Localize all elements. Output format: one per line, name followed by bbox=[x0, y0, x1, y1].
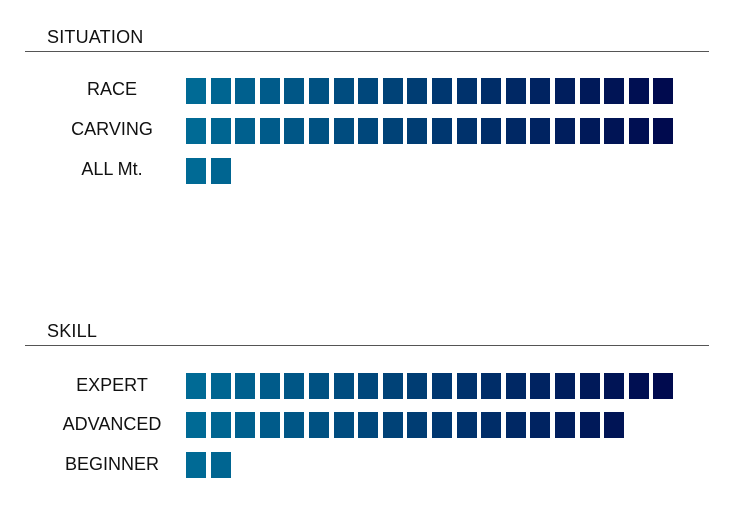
block-carving-18 bbox=[604, 118, 625, 144]
block-race-4 bbox=[259, 78, 280, 104]
block-expert-13 bbox=[481, 373, 502, 399]
block-advanced-14 bbox=[505, 412, 526, 438]
block-carving-13 bbox=[481, 118, 502, 144]
block-expert-11 bbox=[432, 373, 452, 399]
block-advanced-13 bbox=[481, 412, 502, 438]
block-carving-7 bbox=[333, 118, 354, 144]
block-carving-15 bbox=[530, 118, 551, 144]
block-advanced-4 bbox=[259, 412, 280, 438]
block-beginner-1 bbox=[186, 452, 206, 478]
row-label-race: RACE bbox=[86, 79, 137, 99]
block-race-8 bbox=[358, 78, 379, 104]
block-advanced-15 bbox=[530, 412, 551, 438]
block-expert-10 bbox=[407, 373, 428, 399]
block-race-13 bbox=[481, 78, 502, 104]
block-race-16 bbox=[555, 78, 575, 104]
block-carving-9 bbox=[382, 118, 403, 144]
block-advanced-2 bbox=[210, 412, 231, 438]
block-carving-8 bbox=[358, 118, 379, 144]
block-advanced-3 bbox=[235, 412, 256, 438]
row-label-all-mt: ALL Mt. bbox=[81, 159, 143, 179]
block-expert-12 bbox=[456, 373, 477, 399]
block-race-12 bbox=[456, 78, 477, 104]
block-race-5 bbox=[284, 78, 305, 104]
block-expert-16 bbox=[555, 373, 575, 399]
block-advanced-7 bbox=[333, 412, 354, 438]
block-carving-20 bbox=[653, 118, 674, 144]
block-advanced-12 bbox=[456, 412, 477, 438]
block-race-11 bbox=[432, 78, 452, 104]
block-race-15 bbox=[530, 78, 551, 104]
block-carving-17 bbox=[579, 118, 600, 144]
block-advanced-8 bbox=[358, 412, 379, 438]
block-race-2 bbox=[210, 78, 231, 104]
block-advanced-5 bbox=[284, 412, 305, 438]
block-race-17 bbox=[579, 78, 600, 104]
row-label-advanced: ADVANCED bbox=[62, 414, 162, 434]
block-expert-8 bbox=[358, 373, 379, 399]
skill-title: SKILL bbox=[47, 321, 98, 341]
row-label-beginner: BEGINNER bbox=[64, 454, 160, 474]
block-race-3 bbox=[235, 78, 256, 104]
block-carving-3 bbox=[235, 118, 256, 144]
block-advanced-10 bbox=[407, 412, 428, 438]
block-advanced-18 bbox=[604, 412, 625, 438]
block-advanced-6 bbox=[309, 412, 329, 438]
block-carving-1 bbox=[186, 118, 206, 144]
block-carving-14 bbox=[505, 118, 526, 144]
block-expert-20 bbox=[653, 373, 674, 399]
block-expert-6 bbox=[309, 373, 329, 399]
block-carving-19 bbox=[628, 118, 649, 144]
block-carving-11 bbox=[432, 118, 452, 144]
block-expert-3 bbox=[235, 373, 256, 399]
block-all-mt-2 bbox=[210, 158, 231, 184]
situation-divider bbox=[25, 51, 709, 52]
block-race-9 bbox=[382, 78, 403, 104]
block-advanced-11 bbox=[432, 412, 452, 438]
situation-title: SITUATION bbox=[47, 27, 144, 47]
block-advanced-9 bbox=[382, 412, 403, 438]
block-race-1 bbox=[186, 78, 206, 104]
block-expert-17 bbox=[579, 373, 600, 399]
block-expert-1 bbox=[186, 373, 206, 399]
block-expert-9 bbox=[382, 373, 403, 399]
block-carving-5 bbox=[284, 118, 305, 144]
block-carving-12 bbox=[456, 118, 477, 144]
block-race-20 bbox=[653, 78, 674, 104]
row-label-carving: CARVING bbox=[71, 119, 153, 139]
block-advanced-1 bbox=[186, 412, 206, 438]
row-label-expert: EXPERT bbox=[76, 375, 148, 395]
block-all-mt-1 bbox=[186, 158, 206, 184]
block-carving-10 bbox=[407, 118, 428, 144]
block-expert-2 bbox=[210, 373, 231, 399]
block-expert-18 bbox=[604, 373, 625, 399]
block-race-18 bbox=[604, 78, 625, 104]
block-advanced-17 bbox=[579, 412, 600, 438]
block-carving-4 bbox=[259, 118, 280, 144]
block-race-14 bbox=[505, 78, 526, 104]
block-race-7 bbox=[333, 78, 354, 104]
block-expert-7 bbox=[333, 373, 354, 399]
block-expert-4 bbox=[259, 373, 280, 399]
block-carving-16 bbox=[555, 118, 575, 144]
block-carving-2 bbox=[210, 118, 231, 144]
block-race-10 bbox=[407, 78, 428, 104]
skill-divider bbox=[25, 345, 709, 346]
block-expert-14 bbox=[505, 373, 526, 399]
block-expert-15 bbox=[530, 373, 551, 399]
block-expert-19 bbox=[628, 373, 649, 399]
block-carving-6 bbox=[309, 118, 329, 144]
block-race-6 bbox=[309, 78, 329, 104]
block-beginner-2 bbox=[210, 452, 231, 478]
block-expert-5 bbox=[284, 373, 305, 399]
block-advanced-16 bbox=[555, 412, 575, 438]
block-race-19 bbox=[628, 78, 649, 104]
